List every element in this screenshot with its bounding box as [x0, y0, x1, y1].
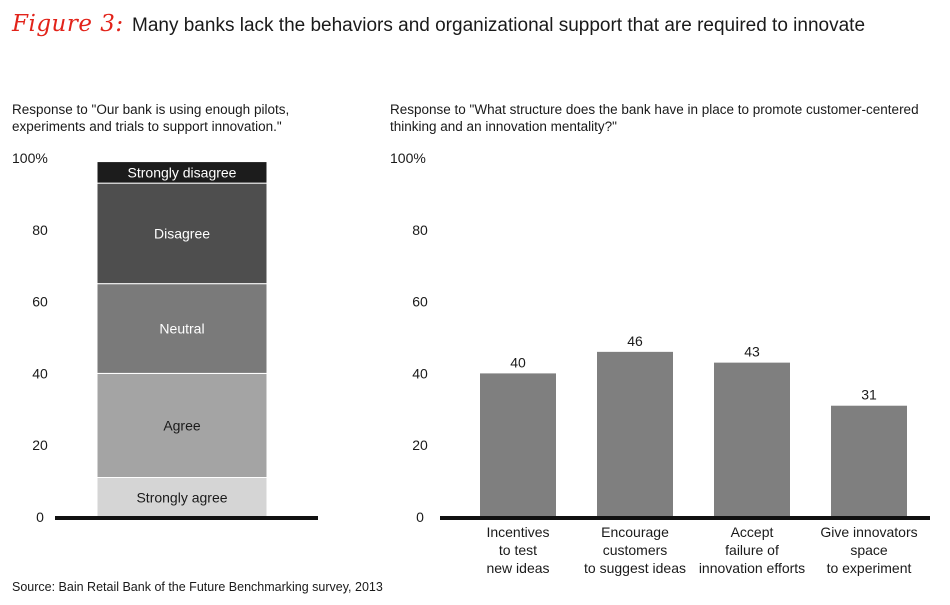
x-category-label: space: [850, 542, 888, 558]
left-y-tick-label: 0: [36, 509, 44, 525]
x-category-label: Encourage: [601, 524, 669, 540]
bar: [714, 362, 790, 517]
right-y-tick-label: 0: [416, 509, 424, 525]
stacked-segment-label: Neutral: [159, 321, 204, 337]
right-y-tick-label: 60: [412, 294, 428, 310]
stacked-segment: [96, 182, 268, 285]
x-category-label: customers: [603, 542, 668, 558]
right-y-tick-label: 80: [412, 222, 428, 238]
stacked-segment-label: Strongly agree: [136, 489, 227, 505]
bar: [597, 351, 673, 517]
x-category-label: Give innovators: [820, 524, 917, 540]
left-y-tick-label: 40: [32, 365, 48, 381]
source-note: Source: Bain Retail Bank of the Future B…: [12, 580, 383, 594]
x-category-label: to test: [499, 542, 537, 558]
left-y-tick-label: 100%: [12, 150, 48, 166]
bar-value-label: 46: [627, 333, 643, 349]
x-category-label: failure of: [725, 542, 779, 558]
bar-value-label: 40: [510, 354, 526, 370]
bar: [480, 373, 556, 517]
stacked-segment-label: Strongly disagree: [128, 164, 237, 180]
bar: [831, 405, 907, 517]
left-y-tick-label: 20: [32, 437, 48, 453]
right-y-tick-label: 40: [412, 365, 428, 381]
x-category-label: new ideas: [486, 560, 549, 576]
stacked-segment: [96, 161, 268, 184]
figure-title: Many banks lack the behaviors and organi…: [132, 15, 866, 36]
stacked-segment-label: Disagree: [154, 225, 210, 241]
stacked-segment: [96, 283, 268, 374]
left-chart-subtitle: Response to "Our bank is using enough pi…: [12, 102, 290, 134]
x-category-label: to experiment: [827, 560, 912, 576]
left-y-tick-label: 60: [32, 294, 48, 310]
x-category-label: innovation efforts: [699, 560, 805, 576]
right-chart-subtitle: Response to "What structure does the ban…: [390, 102, 919, 134]
left-y-tick-label: 80: [32, 222, 48, 238]
bar-value-label: 43: [744, 344, 760, 360]
stacked-segment: [96, 477, 268, 518]
right-y-tick-label: 100%: [390, 150, 426, 166]
bar-value-label: 31: [861, 387, 877, 403]
x-category-label: to suggest ideas: [584, 560, 686, 576]
stacked-segment: [96, 372, 268, 479]
right-y-tick-label: 20: [412, 437, 428, 453]
x-category-label: Accept: [731, 524, 774, 540]
figure-label: Figure 3:: [12, 11, 124, 37]
stacked-segment-label: Agree: [163, 417, 201, 433]
x-category-label: Incentives: [486, 524, 549, 540]
